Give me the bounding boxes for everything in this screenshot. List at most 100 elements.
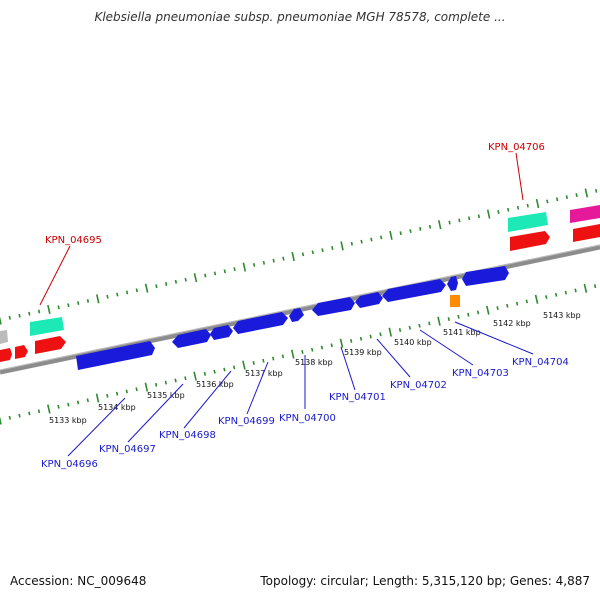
minor-tick	[115, 391, 119, 396]
major-tick	[437, 316, 441, 326]
gene-label-kpn-04700: KPN_04700	[279, 413, 336, 424]
major-tick	[193, 371, 197, 381]
major-tick	[339, 338, 344, 348]
minor-tick	[311, 347, 314, 352]
minor-tick	[57, 305, 60, 310]
minor-tick	[350, 339, 353, 343]
major-tick	[534, 294, 539, 304]
minor-tick	[86, 398, 89, 403]
minor-tick	[526, 203, 529, 208]
minor-tick	[380, 235, 383, 240]
minor-tick	[223, 269, 226, 274]
minor-tick	[428, 224, 432, 229]
minor-tick	[311, 250, 314, 255]
gene-label-kpn-04702: KPN_04702	[390, 380, 447, 391]
minor-tick	[331, 246, 334, 250]
minor-tick	[545, 295, 548, 299]
gene-label-kpn-04699: KPN_04699	[218, 416, 275, 427]
map-title: Klebsiella pneumoniae subsp. pneumoniae …	[94, 10, 506, 24]
minor-tick	[8, 315, 11, 320]
gene-kpn-04700	[289, 308, 304, 322]
major-tick	[388, 327, 392, 337]
minor-tick	[67, 303, 70, 308]
minor-tick	[321, 248, 324, 253]
minor-tick	[507, 207, 510, 212]
genome-backbone-highlight	[0, 244, 600, 371]
feature-ring-forward	[76, 266, 509, 370]
outer-tick-ring	[0, 188, 598, 325]
minor-tick	[496, 306, 499, 310]
top-gene-labels: KPN_04695 KPN_04706	[39, 142, 545, 306]
minor-tick	[203, 371, 207, 376]
minor-tick	[213, 271, 217, 276]
minor-tick	[457, 314, 460, 319]
minor-tick	[574, 288, 577, 293]
minor-tick	[330, 343, 333, 348]
minor-tick	[106, 393, 109, 398]
minor-tick	[369, 334, 372, 339]
minor-tick	[477, 214, 481, 219]
minor-tick	[233, 267, 236, 272]
gene-kpn-04698	[210, 325, 233, 340]
minor-tick	[213, 369, 216, 374]
minor-tick	[252, 361, 255, 365]
minor-tick	[37, 409, 41, 414]
minor-tick	[515, 301, 519, 306]
scale-label: 5143 kbp	[543, 311, 581, 320]
scale-label: 5138 kbp	[295, 358, 333, 367]
minor-tick	[76, 400, 80, 405]
minor-tick	[359, 336, 363, 341]
minor-tick	[272, 258, 275, 263]
minor-tick	[252, 263, 256, 267]
teal-gene	[508, 212, 548, 232]
gene-kpn-04697	[172, 329, 211, 348]
minor-tick	[467, 312, 470, 317]
minor-tick	[67, 402, 70, 407]
gray-gene	[0, 330, 8, 344]
leader-line	[183, 370, 232, 429]
minor-tick	[525, 299, 528, 304]
red-gene	[15, 345, 28, 359]
bottom-gene-label-texts: KPN_04696 KPN_04697 KPN_04698 KPN_04699 …	[41, 357, 569, 470]
gene-kpn-04701	[312, 297, 355, 316]
major-tick	[291, 251, 295, 262]
gene-label-kpn-04703: KPN_04703	[452, 368, 509, 379]
major-tick	[438, 220, 442, 230]
minor-tick	[223, 367, 226, 372]
minor-tick	[467, 216, 471, 221]
major-tick	[47, 304, 51, 314]
major-tick	[242, 262, 247, 272]
major-tick	[144, 382, 149, 392]
red-gene	[510, 231, 550, 251]
gene-label-kpn-04695: KPN_04695	[45, 235, 102, 246]
minor-tick	[125, 389, 128, 394]
major-tick	[96, 294, 100, 304]
major-tick	[486, 305, 490, 315]
minor-tick	[37, 309, 41, 314]
gene-kpn-04699	[233, 312, 288, 334]
major-tick	[95, 393, 100, 403]
minor-tick	[77, 301, 80, 305]
major-tick	[193, 273, 198, 283]
minor-tick	[320, 345, 324, 350]
minor-tick	[476, 310, 480, 315]
gene-kpn-04703	[382, 279, 446, 302]
gene-label-kpn-04701: KPN_04701	[329, 392, 386, 403]
minor-tick	[409, 229, 412, 233]
accession-text: Accession: NC_009648	[10, 574, 147, 588]
red-gene	[573, 224, 600, 242]
minor-tick	[370, 237, 373, 242]
minor-tick	[399, 231, 402, 236]
minor-tick	[497, 210, 500, 214]
red-gene	[0, 348, 12, 362]
leader-line	[127, 383, 184, 443]
minor-tick	[262, 260, 266, 265]
major-tick	[47, 404, 51, 414]
minor-tick	[116, 292, 119, 297]
major-tick	[290, 349, 295, 359]
minor-tick	[564, 290, 567, 295]
minor-tick	[398, 328, 402, 332]
minor-tick	[8, 415, 11, 420]
leader-line	[515, 152, 524, 201]
major-tick	[0, 316, 2, 325]
